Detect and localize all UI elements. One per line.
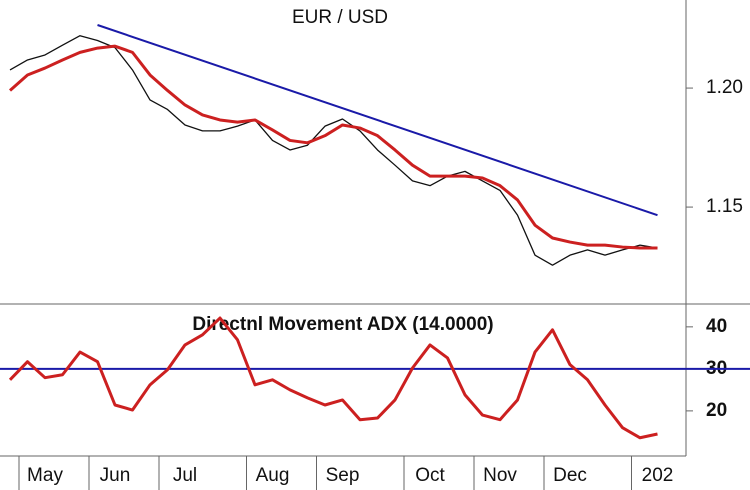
y-tick-label: 1.15 <box>706 196 743 217</box>
series-line <box>8 316 658 440</box>
x-tick-label: Sep <box>326 465 360 486</box>
y-tick-label: 1.20 <box>706 77 743 98</box>
chart-title: EUR / USD <box>292 7 388 28</box>
x-tick-label: Dec <box>553 465 587 486</box>
x-tick-label: Nov <box>483 465 517 486</box>
y-tick-label: 20 <box>706 400 727 421</box>
series-line <box>9 35 658 266</box>
x-tick-label: Jun <box>100 465 131 486</box>
x-tick-label: 202 <box>642 465 674 486</box>
x-tick-label: May <box>27 465 63 486</box>
series-line <box>9 44 658 250</box>
x-tick-label: Jul <box>173 465 197 486</box>
x-tick-label: Aug <box>256 465 290 486</box>
indicator-title: Directnl Movement ADX (14.0000) <box>192 314 493 335</box>
trendline <box>97 24 658 217</box>
y-tick-label: 40 <box>706 316 727 337</box>
x-tick-label: Oct <box>415 465 445 486</box>
